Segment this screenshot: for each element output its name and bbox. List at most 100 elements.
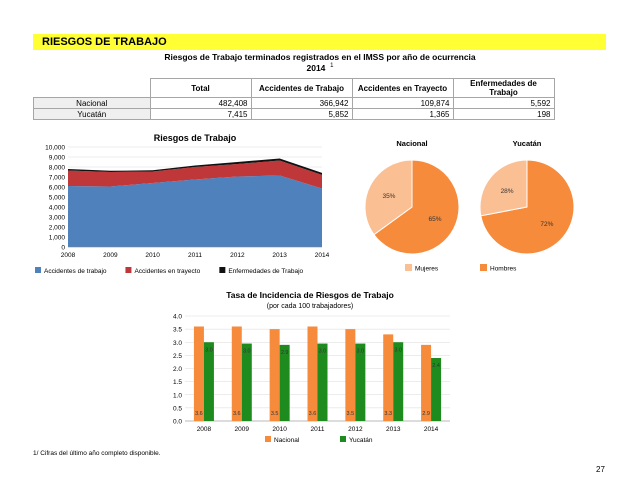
legend-swatch (265, 436, 271, 442)
table-row: Yucatán 7,415 5,852 1,365 198 (33, 108, 555, 120)
area-series (68, 160, 322, 189)
area-chart: Riesgos de Trabajo 0 1,000 2,000 3,000 4,000 5… (35, 133, 330, 275)
pie-legend: Mujeres Hombres (405, 264, 517, 273)
y-tick-label: 1.0 (173, 392, 182, 399)
table-cell: 366,942 (250, 97, 353, 109)
pie-slice (364, 159, 413, 236)
footnote: 1/ Cifras del último año completo dispon… (33, 450, 161, 457)
x-tick-label: 2008 (61, 252, 76, 259)
bar-data-label: 3.6 (195, 411, 203, 417)
table-title: Riesgos de Trabajo terminados registrado… (164, 52, 476, 62)
legend-swatch (480, 264, 487, 271)
pie-title: Yucatán (513, 139, 542, 148)
bar-yucatan (317, 343, 328, 421)
pie-data-label: 72% (540, 221, 553, 228)
y-tick-label: 3.0 (173, 340, 182, 347)
bar-data-label: 3.5 (271, 411, 279, 417)
pie-chart-nacional: Nacional 65% 35% (364, 139, 460, 255)
table-cell: 482,408 (149, 97, 252, 109)
bar-data-label: 3.5 (347, 411, 355, 417)
legend-swatch (219, 267, 226, 273)
table-header-row: Total Accidentes de Trabajo Accidentes e… (33, 78, 555, 98)
x-tick-label: 2011 (188, 252, 202, 259)
y-tick-label: 4.0 (173, 314, 182, 321)
table-cell: 198 (452, 108, 555, 120)
legend-swatch (405, 264, 412, 271)
area-series (68, 175, 322, 247)
y-tick-label: 2.0 (173, 366, 182, 373)
bar-data-label: 3.0 (205, 347, 213, 353)
pie-chart-yucatan: Yucatán 72% 28% (479, 139, 575, 255)
chart-title: Tasa de Incidencia de Riesgos de Trabajo (226, 290, 394, 300)
x-tick-label: 2012 (230, 252, 245, 259)
bar-data-label: 3.6 (233, 411, 241, 417)
page-number: 27 (596, 465, 605, 474)
bar-data-label: 3.0 (319, 349, 327, 355)
pie-slice (479, 159, 528, 217)
bar-nacional (383, 334, 394, 421)
section-banner: RIESGOS DE TRABAJO (33, 34, 606, 50)
y-tick-label: 9,000 (49, 155, 66, 162)
bar-data-label: 3.0 (357, 349, 365, 355)
y-tick-label: 0.0 (173, 419, 182, 426)
bar-yucatan (241, 343, 252, 421)
column-header: Accidentes de Trabajo (250, 78, 353, 98)
chart-title: Riesgos de Trabajo (154, 133, 237, 143)
column-header: Enfermedades de Trabajo (452, 78, 555, 98)
bar-nacional (193, 326, 204, 421)
x-tick-label: 2008 (197, 426, 212, 433)
bar-nacional (345, 329, 356, 421)
legend-label: Nacional (274, 437, 300, 444)
table-cell: 5,852 (250, 108, 353, 120)
pie-data-label: 28% (501, 188, 514, 195)
table-year: 2014 1 (0, 63, 640, 73)
bar-data-label: 3.0 (394, 347, 402, 353)
legend-label: Yucatán (349, 437, 373, 444)
legend-label: Mujeres (415, 266, 439, 273)
y-tick-label: 10,000 (45, 145, 65, 152)
y-tick-label: 1,000 (49, 235, 66, 242)
y-tick-label: 4,000 (49, 205, 66, 212)
y-tick-label: 6,000 (49, 185, 66, 192)
bar-chart: Tasa de Incidencia de Riesgos de Trabajo… (173, 290, 450, 444)
table-corner (33, 78, 150, 98)
y-tick-label: 3.5 (173, 327, 182, 334)
legend-label: Accidentes de trabajo (44, 268, 107, 275)
table-cell: 5,592 (452, 97, 555, 109)
bar-data-label: 3.3 (384, 411, 392, 417)
x-tick-label: 2012 (348, 426, 363, 433)
bar-yucatan (203, 342, 214, 421)
x-tick-label: 2013 (272, 252, 287, 259)
bar-data-label: 3.0 (243, 349, 251, 355)
column-header: Total (149, 78, 252, 98)
y-tick-label: 7,000 (49, 175, 66, 182)
y-tick-label: 0.5 (173, 405, 182, 412)
chart-subtitle: (por cada 100 trabajadores) (267, 303, 353, 310)
bar-yucatan (431, 358, 442, 421)
legend-label: Hombres (490, 266, 517, 273)
y-tick-label: 5,000 (49, 195, 66, 202)
pie-title: Nacional (396, 139, 427, 148)
area-series (68, 158, 322, 175)
table-cell: 109,874 (351, 97, 454, 109)
pie-data-label: 35% (382, 193, 395, 200)
bar-nacional (307, 326, 318, 421)
x-tick-label: 2010 (145, 252, 160, 259)
x-tick-label: 2014 (315, 252, 330, 259)
bar-yucatan (279, 344, 290, 421)
bar-data-label: 3.6 (309, 411, 317, 417)
bar-data-label: 2.4 (432, 363, 440, 369)
bar-data-label: 2.9 (422, 411, 430, 417)
y-tick-label: 8,000 (49, 165, 66, 172)
row-label: Nacional (33, 97, 151, 109)
x-tick-label: 2013 (386, 426, 401, 433)
y-tick-label: 3,000 (49, 215, 66, 222)
x-tick-label: 2011 (311, 426, 325, 433)
table-row: Nacional 482,408 366,942 109,874 5,592 (33, 97, 555, 109)
year-footnote-ref: 1 (330, 63, 334, 70)
x-tick-label: 2009 (103, 252, 118, 259)
y-tick-label: 0 (61, 245, 65, 252)
pie-slice (373, 159, 460, 255)
column-header: Accidentes en Trayecto (351, 78, 454, 98)
y-tick-label: 2,000 (49, 225, 66, 232)
